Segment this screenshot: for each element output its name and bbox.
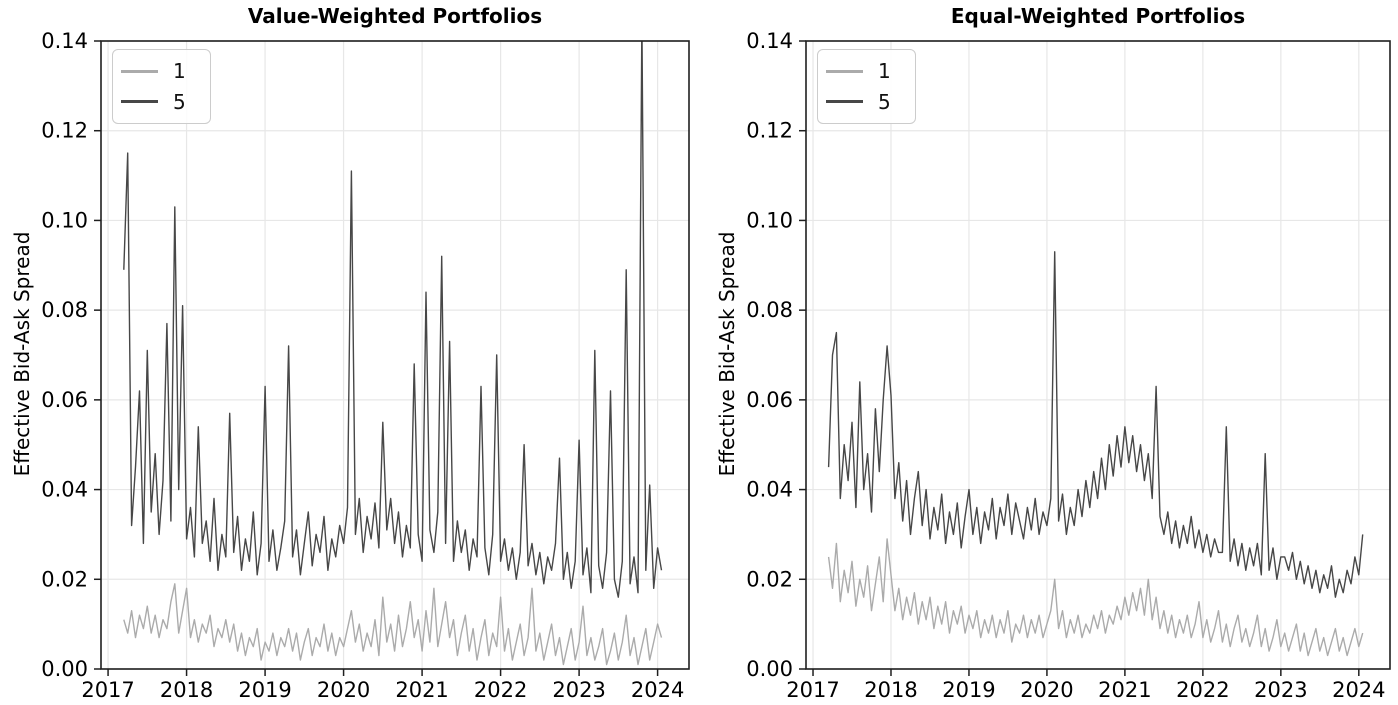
right-y-axis-label: Effective Bid-Ask Spread <box>715 231 739 477</box>
svg-text:0.04: 0.04 <box>41 478 88 502</box>
legend-label: 5 <box>878 89 891 114</box>
series-5-line-swatch <box>121 100 158 104</box>
svg-text:0.00: 0.00 <box>41 657 88 681</box>
legend-label: 1 <box>173 59 186 84</box>
svg-text:2022: 2022 <box>474 678 527 702</box>
legend-entry: 1 <box>826 61 907 81</box>
svg-text:2018: 2018 <box>864 678 917 702</box>
series-1-line-swatch <box>826 69 863 73</box>
legend-label: 5 <box>173 89 186 114</box>
svg-text:0.08: 0.08 <box>746 298 793 322</box>
svg-text:0.06: 0.06 <box>746 388 793 412</box>
svg-text:2017: 2017 <box>81 678 134 702</box>
legend-label: 1 <box>878 59 891 84</box>
svg-text:0.06: 0.06 <box>41 388 88 412</box>
svg-text:2022: 2022 <box>1176 678 1229 702</box>
left-y-axis-label: Effective Bid-Ask Spread <box>10 231 34 477</box>
svg-text:2020: 2020 <box>1020 678 1073 702</box>
svg-text:0.14: 0.14 <box>746 29 793 53</box>
right-chart-title: Equal-Weighted Portfolios <box>950 4 1246 28</box>
svg-text:2019: 2019 <box>942 678 995 702</box>
svg-text:2023: 2023 <box>552 678 605 702</box>
series-1-line-swatch <box>121 69 158 73</box>
svg-text:0.12: 0.12 <box>746 119 793 143</box>
svg-text:2020: 2020 <box>317 678 370 702</box>
svg-text:0.10: 0.10 <box>746 208 793 232</box>
left-legend: 1 5 <box>112 49 211 124</box>
svg-text:2018: 2018 <box>160 678 213 702</box>
svg-text:2023: 2023 <box>1254 678 1307 702</box>
svg-text:0.12: 0.12 <box>41 119 88 143</box>
svg-text:2019: 2019 <box>238 678 291 702</box>
svg-text:2017: 2017 <box>786 678 839 702</box>
svg-text:0.02: 0.02 <box>41 567 88 591</box>
left-chart-title: Value-Weighted Portfolios <box>247 4 543 28</box>
svg-text:2024: 2024 <box>1332 678 1385 702</box>
svg-text:0.08: 0.08 <box>41 298 88 322</box>
right-legend: 1 5 <box>817 49 916 124</box>
legend-entry: 1 <box>121 61 202 81</box>
svg-text:0.10: 0.10 <box>41 208 88 232</box>
legend-entry: 5 <box>826 92 907 112</box>
series-5-line-swatch <box>826 100 863 104</box>
svg-text:0.02: 0.02 <box>746 567 793 591</box>
svg-text:0.00: 0.00 <box>746 657 793 681</box>
svg-text:2024: 2024 <box>631 678 684 702</box>
svg-text:2021: 2021 <box>1098 678 1151 702</box>
svg-text:0.04: 0.04 <box>746 478 793 502</box>
svg-text:2021: 2021 <box>395 678 448 702</box>
legend-entry: 5 <box>121 92 202 112</box>
svg-text:0.14: 0.14 <box>41 29 88 53</box>
